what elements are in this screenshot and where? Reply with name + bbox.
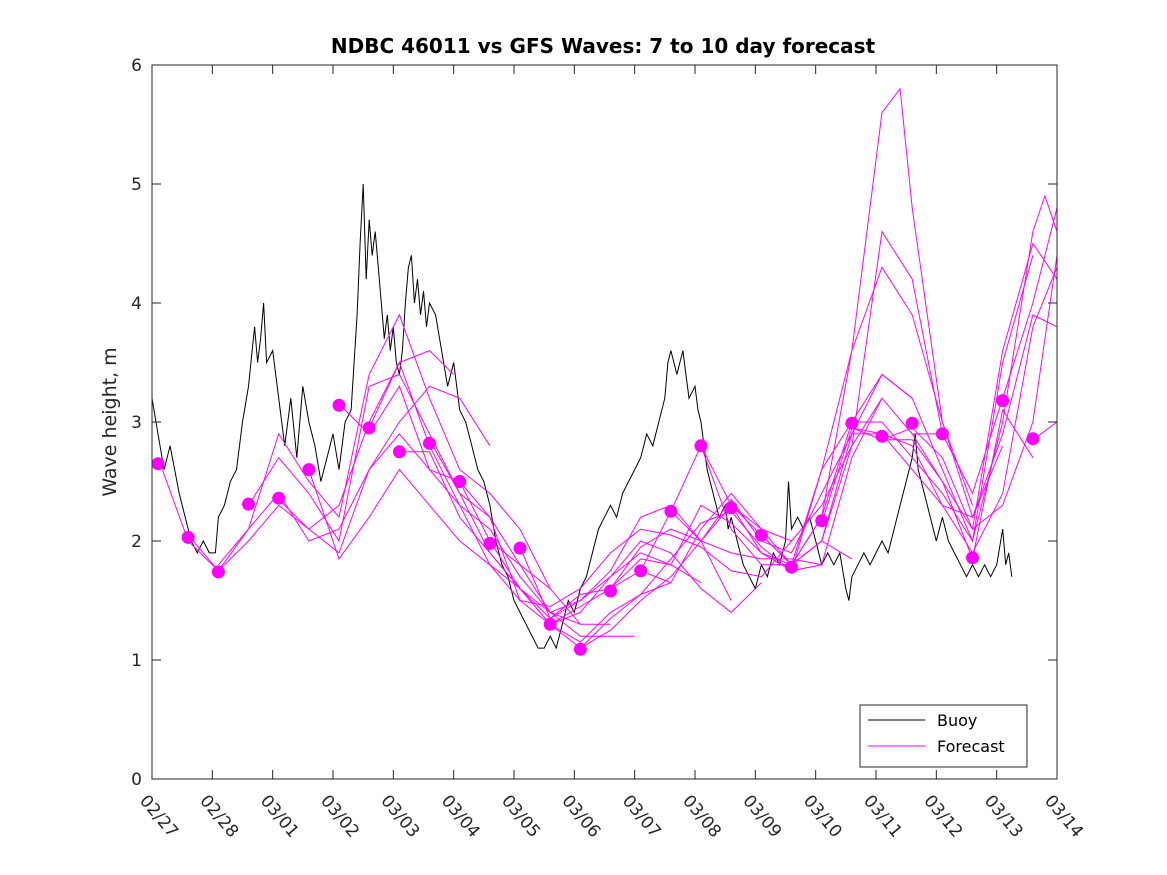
y-tick-label: 5 <box>131 175 142 195</box>
forecast-marker-2 <box>181 530 195 544</box>
forecast-marker-6 <box>302 463 316 477</box>
forecast-marker-18 <box>664 504 678 518</box>
forecast-marker-21 <box>754 528 768 542</box>
forecast-marker-29 <box>996 394 1010 408</box>
forecast-marker-10 <box>423 436 436 450</box>
forecast-marker-17 <box>634 564 648 578</box>
series-line-forecast-9 <box>399 451 732 625</box>
series-line-forecast-19 <box>700 255 1034 572</box>
forecast-marker-16 <box>604 584 617 598</box>
forecast-marker-22 <box>785 560 798 574</box>
forecast-marker-27 <box>935 427 949 441</box>
forecast-marker-3 <box>211 565 225 579</box>
series-line-forecast-6 <box>308 468 635 637</box>
y-tick-label: 3 <box>131 413 142 433</box>
forecast-marker-8 <box>362 421 376 435</box>
series-line-forecast-11 <box>459 481 792 608</box>
series-line-forecast-14 <box>549 397 883 643</box>
forecast-marker-12 <box>483 536 497 550</box>
series-line-forecast-2 <box>187 385 491 572</box>
legend-label-forecast: Forecast <box>937 737 1005 756</box>
forecast-marker-14 <box>543 617 557 631</box>
y-tick-label: 2 <box>131 532 142 552</box>
forecast-marker-5 <box>272 491 286 505</box>
chart-title: NDBC 46011 vs GFS Waves: 7 to 10 day for… <box>331 34 876 58</box>
forecast-marker-23 <box>815 514 829 528</box>
forecast-marker-13 <box>513 541 527 555</box>
legend-box <box>859 704 1028 768</box>
series-line-forecast-25 <box>882 408 1034 561</box>
series-line-forecast-16 <box>610 230 943 590</box>
y-tick-label: 4 <box>131 294 142 314</box>
y-tick-label: 1 <box>131 651 142 671</box>
forecast-marker-1 <box>152 457 165 471</box>
forecast-marker-26 <box>905 416 919 430</box>
forecast-marker-24 <box>845 416 859 430</box>
series-line-forecast-12 <box>489 504 822 614</box>
series-line-forecast-8 <box>368 361 702 625</box>
forecast-marker-28 <box>966 551 979 565</box>
y-axis-label: Wave height, m <box>99 347 121 496</box>
series-line-forecast-22 <box>791 314 1057 566</box>
forecast-marker-4 <box>242 497 255 511</box>
forecast-marker-30 <box>1026 432 1040 446</box>
forecast-marker-19 <box>694 439 708 453</box>
forecast-marker-25 <box>875 429 889 443</box>
forecast-marker-11 <box>453 475 467 488</box>
y-tick-label: 0 <box>131 770 142 790</box>
y-tick-label: 6 <box>131 56 142 76</box>
series-line-forecast-27 <box>1032 415 1057 441</box>
legend-label-buoy: Buoy <box>937 711 977 730</box>
forecast-marker-9 <box>392 445 406 459</box>
series-line-buoy <box>152 183 1013 650</box>
legend: Buoy Forecast <box>859 704 1028 768</box>
series-line-forecast-3 <box>218 313 551 589</box>
forecast-marker-20 <box>724 501 738 515</box>
forecast-marker-7 <box>332 398 346 412</box>
series-line-forecast-23 <box>821 267 1057 554</box>
series-line-forecast-7 <box>338 385 672 649</box>
forecast-marker-15 <box>573 642 587 656</box>
plot-area <box>152 87 1057 656</box>
